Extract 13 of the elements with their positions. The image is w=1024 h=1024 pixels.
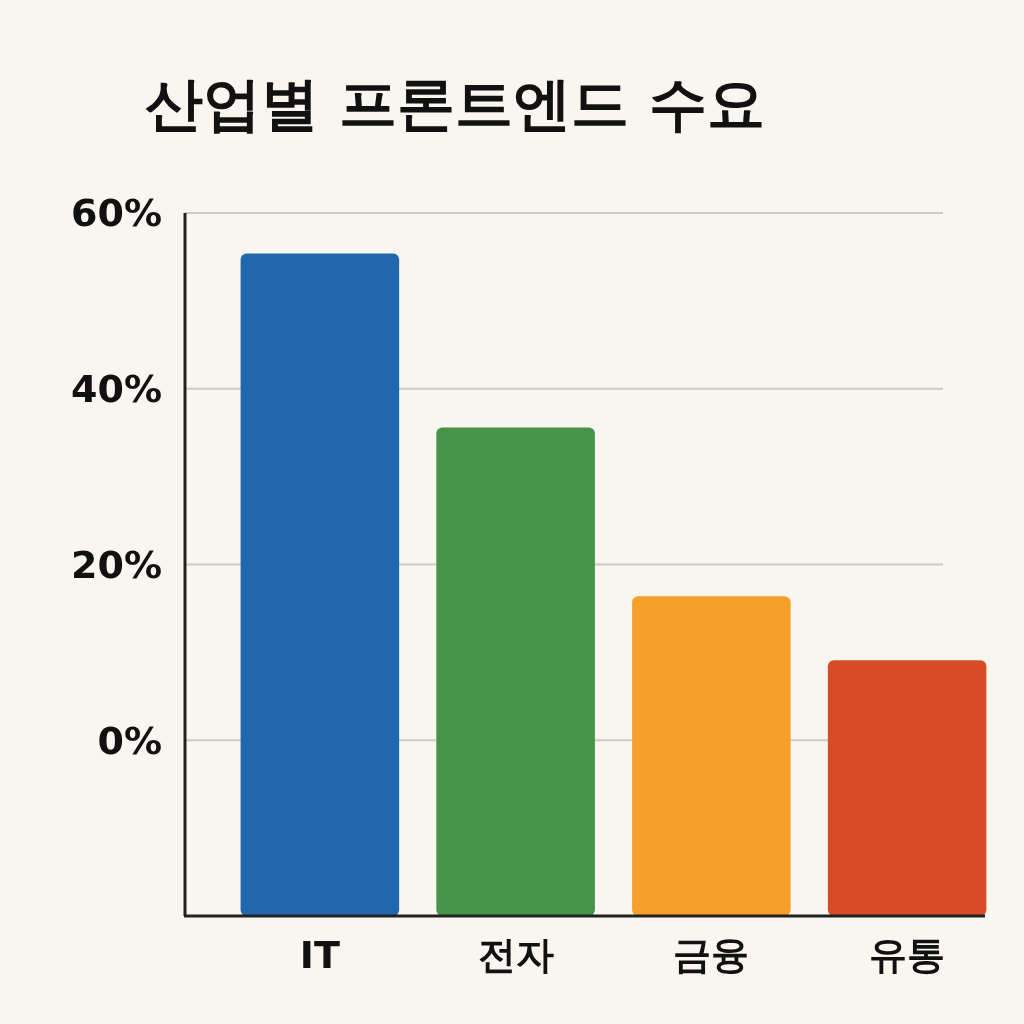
y-tick-label: 60% xyxy=(71,191,162,236)
y-tick-label: 0% xyxy=(97,718,162,763)
y-tick-label: 40% xyxy=(71,367,162,412)
x-tick-label: 유통 xyxy=(869,933,946,977)
x-tick-label: 금융 xyxy=(673,933,750,977)
chart-title: 산업별 프론트엔드 수요 xyxy=(145,70,766,138)
x-tick-label: 전자 xyxy=(477,933,554,977)
bar xyxy=(632,596,791,916)
x-tick-label: IT xyxy=(299,933,340,977)
bar xyxy=(240,253,400,916)
y-tick-label: 20% xyxy=(71,542,162,587)
bar xyxy=(827,660,987,916)
bar xyxy=(436,427,595,916)
